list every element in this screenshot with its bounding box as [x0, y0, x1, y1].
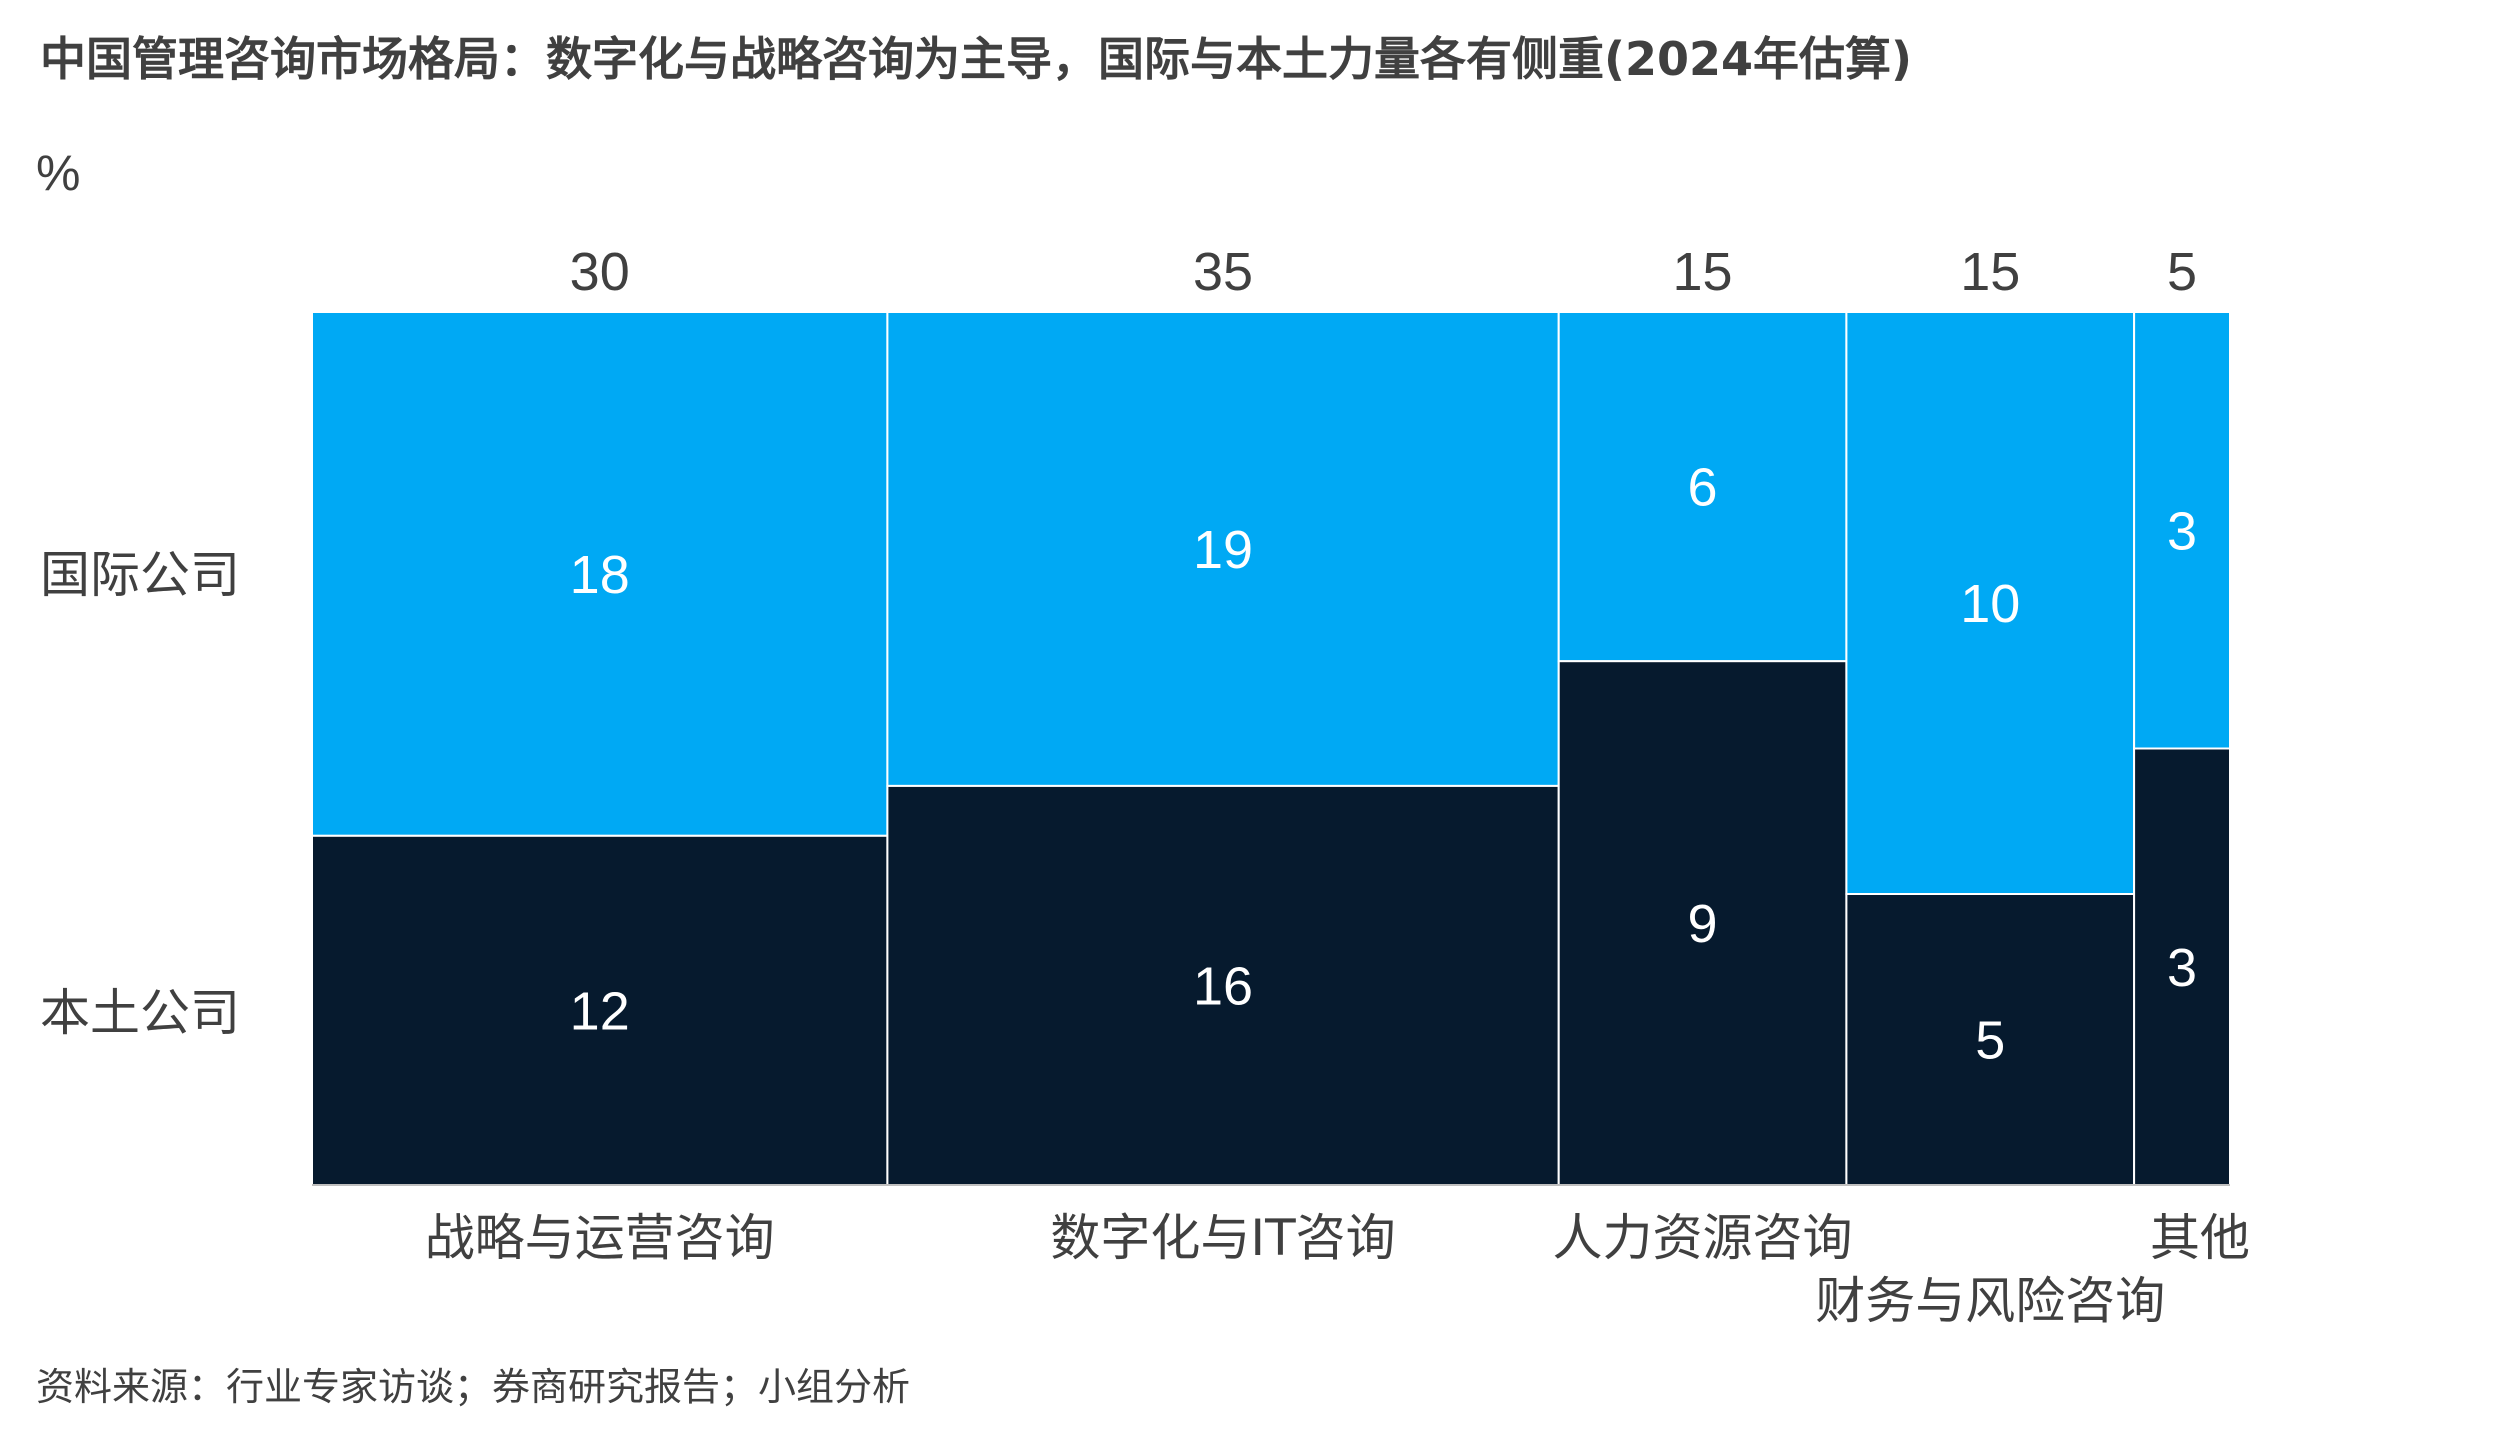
row-label-international: 国际公司: [40, 546, 240, 604]
category-label-other: 其他: [2150, 1209, 2250, 1267]
data-label-domestic-strategy-ops: 12: [570, 981, 630, 1041]
category-label-finance-risk: 财务与风险咨询: [1815, 1272, 2165, 1330]
data-label-domestic-digital-it: 16: [1193, 956, 1253, 1016]
data-label-international-digital-it: 19: [1193, 520, 1253, 580]
bar-segment-domestic-hr: [1557, 660, 1848, 1186]
category-label-strategy-ops: 战略与运营咨询: [425, 1209, 775, 1267]
column-total-other: 5: [2167, 242, 2197, 302]
segment-labels-group: 18 12 19 16 6 9 10 5 3 3: [570, 458, 2197, 1071]
bar-segment-international-strategy-ops: [311, 311, 889, 837]
data-label-domestic-finance-risk: 5: [1975, 1011, 2005, 1071]
data-label-domestic-other: 3: [2167, 938, 2197, 998]
column-total-finance-risk: 15: [1960, 242, 2020, 302]
bar-segment-domestic-other: [2133, 747, 2232, 1186]
bar-segment-domestic-finance-risk: [1845, 893, 2136, 1186]
column-total-strategy-ops: 30: [570, 242, 630, 302]
column-total-hr: 15: [1673, 242, 1733, 302]
data-label-international-other: 3: [2167, 501, 2197, 561]
chart-title: 中国管理咨询市场格局：数字化与战略咨询为主导，国际与本土力量各有侧重(2024年…: [40, 32, 1912, 86]
row-label-domestic: 本土公司: [40, 984, 240, 1042]
bar-segment-international-finance-risk: [1845, 311, 2136, 895]
data-label-international-finance-risk: 10: [1960, 574, 2020, 634]
category-label-hr: 人力资源咨询: [1553, 1209, 1853, 1267]
bar-segment-domestic-digital-it: [886, 784, 1560, 1187]
data-label-domestic-hr: 9: [1688, 894, 1718, 954]
column-total-digital-it: 35: [1193, 242, 1253, 302]
source-note: 资料来源：行业专家访谈；券商研究报告；小组分析: [36, 1365, 910, 1409]
bar-segment-international-hr: [1557, 311, 1848, 663]
bar-segment-international-digital-it: [886, 311, 1560, 787]
data-label-international-strategy-ops: 18: [570, 545, 630, 605]
totals-group: 30 35 15 15 5: [570, 242, 2197, 302]
bar-segment-domestic-strategy-ops: [311, 834, 889, 1186]
bars-group: [311, 311, 2232, 1187]
unit-label: %: [36, 145, 80, 201]
data-label-international-hr: 6: [1688, 458, 1718, 518]
category-label-digital-it: 数字化与IT咨询: [1050, 1209, 1395, 1267]
